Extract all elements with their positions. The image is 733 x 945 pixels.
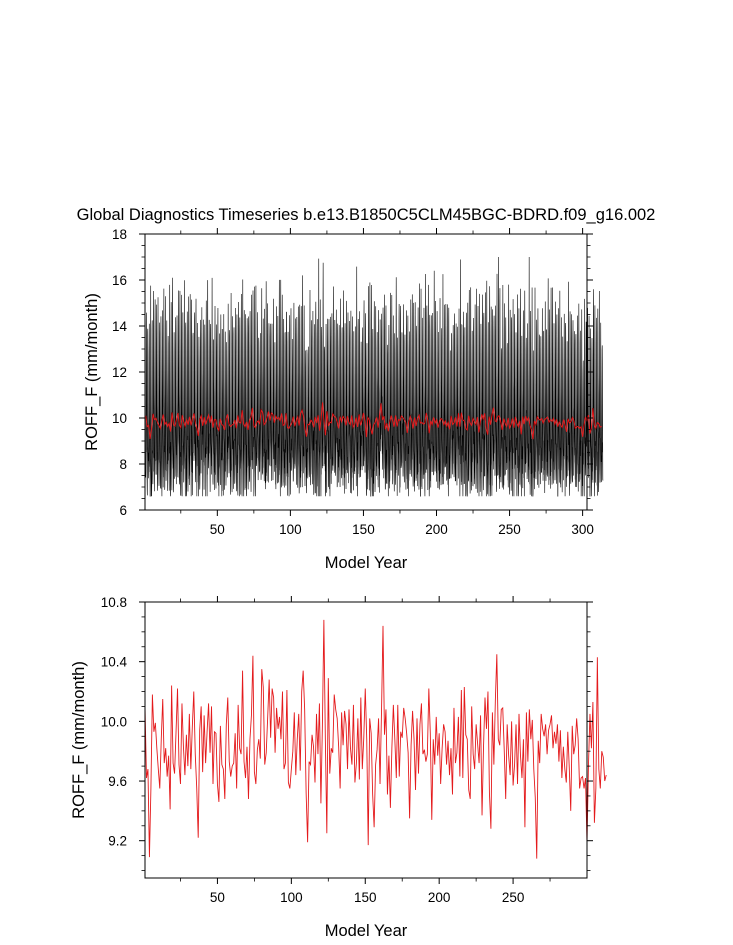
top-y-tick-label: 6 xyxy=(119,503,127,518)
top-x-tick-label: 50 xyxy=(210,522,225,537)
bottom-x-tick-label: 200 xyxy=(428,890,451,905)
top-x-axis-label: Model Year xyxy=(325,554,408,572)
bottom-x-tick-label: 150 xyxy=(354,890,377,905)
bottom-plot-frame xyxy=(144,601,588,879)
bottom-y-tick-label: 10.0 xyxy=(101,714,127,729)
bottom-panel: 50 100 150 200 250 9.2 9.6 10.0 10.4 10.8 Model Y… xyxy=(70,595,607,940)
top-y-tick-label: 10 xyxy=(112,411,127,426)
top-x-tick-label: 250 xyxy=(498,522,521,537)
top-axes: 50 100 150 200 250 300 6 8 10 12 14 16 18 xyxy=(112,227,594,537)
bottom-y-tick-label: 9.2 xyxy=(108,834,127,849)
top-y-tick-label: 14 xyxy=(112,319,128,334)
bottom-y-axis-label: ROFF_F (mm/month) xyxy=(70,661,88,819)
top-x-tick-label: 100 xyxy=(279,522,302,537)
top-annual-mean-line xyxy=(145,402,602,440)
top-x-tick-label: 150 xyxy=(352,522,375,537)
bottom-x-tick-label: 50 xyxy=(210,890,225,905)
top-x-tick-label: 300 xyxy=(571,522,594,537)
top-y-tick-label: 16 xyxy=(112,273,127,288)
top-monthly-line xyxy=(145,256,604,497)
top-panel: 50 100 150 200 250 300 6 8 10 12 14 16 18 Model Year… xyxy=(83,227,604,572)
bottom-axes: 50 100 150 200 250 9.2 9.6 10.0 10.4 10.8 xyxy=(101,595,593,905)
bottom-x-axis-label: Model Year xyxy=(325,922,408,940)
top-y-tick-label: 12 xyxy=(112,365,127,380)
chart-title: Global Diagnostics Timeseries b.e13.B185… xyxy=(77,206,656,224)
top-y-axis-label: ROFF_F (mm/month) xyxy=(83,293,101,451)
bottom-y-tick-label: 10.8 xyxy=(101,595,127,610)
bottom-annual-mean-line xyxy=(144,619,607,859)
bottom-y-tick-label: 10.4 xyxy=(101,655,128,670)
bottom-y-tick-label: 9.6 xyxy=(108,774,127,789)
top-y-tick-label: 8 xyxy=(119,457,127,472)
bottom-x-tick-label: 250 xyxy=(502,890,525,905)
bottom-plot-marks xyxy=(144,619,607,859)
top-plot-marks xyxy=(145,256,604,497)
top-x-tick-label: 200 xyxy=(425,522,448,537)
bottom-x-tick-label: 100 xyxy=(280,890,303,905)
top-y-tick-label: 18 xyxy=(112,227,127,242)
